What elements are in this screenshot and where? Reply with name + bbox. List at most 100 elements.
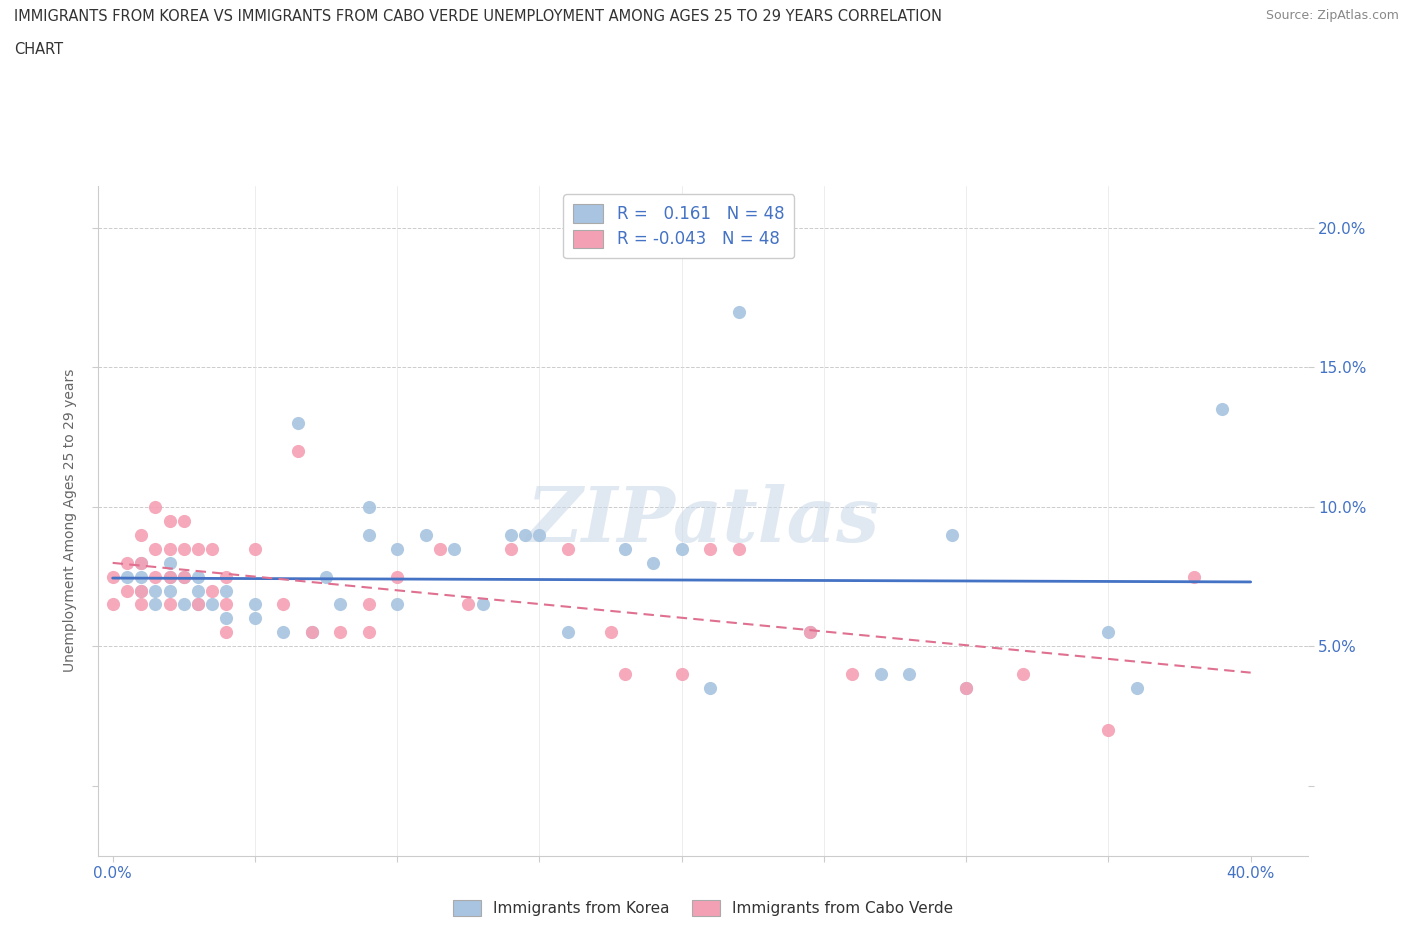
Point: [1126, 681, 1149, 696]
Point: [613, 667, 636, 682]
Point: [869, 667, 891, 682]
Point: [159, 583, 181, 598]
Text: CHART: CHART: [14, 42, 63, 57]
Point: [215, 625, 238, 640]
Point: [727, 304, 749, 319]
Point: [301, 625, 323, 640]
Point: [1097, 625, 1119, 640]
Point: [129, 555, 152, 570]
Point: [357, 597, 380, 612]
Point: [471, 597, 494, 612]
Point: [243, 541, 266, 556]
Point: [173, 513, 195, 528]
Point: [115, 569, 138, 584]
Point: [329, 597, 352, 612]
Point: [201, 583, 224, 598]
Point: [699, 681, 721, 696]
Point: [187, 597, 209, 612]
Point: [1012, 667, 1035, 682]
Point: [159, 597, 181, 612]
Point: [215, 583, 238, 598]
Point: [357, 527, 380, 542]
Point: [215, 611, 238, 626]
Point: [955, 681, 977, 696]
Point: [129, 527, 152, 542]
Point: [215, 569, 238, 584]
Point: [243, 611, 266, 626]
Legend: Immigrants from Korea, Immigrants from Cabo Verde: Immigrants from Korea, Immigrants from C…: [447, 894, 959, 923]
Point: [499, 527, 522, 542]
Point: [129, 583, 152, 598]
Point: [143, 583, 166, 598]
Point: [671, 541, 693, 556]
Point: [429, 541, 451, 556]
Point: [159, 569, 181, 584]
Point: [941, 527, 963, 542]
Point: [955, 681, 977, 696]
Point: [457, 597, 479, 612]
Point: [357, 625, 380, 640]
Point: [287, 416, 309, 431]
Point: [187, 541, 209, 556]
Point: [799, 625, 821, 640]
Point: [143, 541, 166, 556]
Point: [129, 569, 152, 584]
Text: Source: ZipAtlas.com: Source: ZipAtlas.com: [1265, 9, 1399, 22]
Point: [129, 555, 152, 570]
Point: [643, 555, 665, 570]
Text: ZIPatlas: ZIPatlas: [526, 484, 880, 558]
Point: [173, 569, 195, 584]
Point: [187, 583, 209, 598]
Point: [515, 527, 537, 542]
Point: [201, 541, 224, 556]
Point: [143, 597, 166, 612]
Point: [443, 541, 465, 556]
Point: [159, 513, 181, 528]
Point: [529, 527, 551, 542]
Point: [385, 597, 408, 612]
Point: [671, 667, 693, 682]
Point: [557, 541, 579, 556]
Point: [699, 541, 721, 556]
Point: [599, 625, 621, 640]
Point: [159, 541, 181, 556]
Point: [287, 444, 309, 458]
Text: IMMIGRANTS FROM KOREA VS IMMIGRANTS FROM CABO VERDE UNEMPLOYMENT AMONG AGES 25 T: IMMIGRANTS FROM KOREA VS IMMIGRANTS FROM…: [14, 9, 942, 24]
Point: [557, 625, 579, 640]
Point: [201, 597, 224, 612]
Point: [243, 597, 266, 612]
Point: [129, 583, 152, 598]
Point: [101, 569, 124, 584]
Point: [273, 597, 295, 612]
Point: [385, 541, 408, 556]
Point: [1097, 723, 1119, 737]
Point: [841, 667, 863, 682]
Point: [1211, 402, 1233, 417]
Point: [301, 625, 323, 640]
Point: [727, 541, 749, 556]
Point: [613, 541, 636, 556]
Point: [115, 583, 138, 598]
Legend: R =   0.161   N = 48, R = -0.043   N = 48: R = 0.161 N = 48, R = -0.043 N = 48: [564, 194, 794, 259]
Point: [129, 597, 152, 612]
Point: [329, 625, 352, 640]
Point: [385, 569, 408, 584]
Point: [273, 625, 295, 640]
Point: [173, 569, 195, 584]
Point: [159, 555, 181, 570]
Point: [315, 569, 337, 584]
Point: [159, 569, 181, 584]
Point: [1182, 569, 1205, 584]
Point: [187, 597, 209, 612]
Point: [143, 569, 166, 584]
Point: [173, 541, 195, 556]
Point: [215, 597, 238, 612]
Point: [357, 499, 380, 514]
Point: [898, 667, 921, 682]
Y-axis label: Unemployment Among Ages 25 to 29 years: Unemployment Among Ages 25 to 29 years: [63, 369, 77, 672]
Point: [115, 555, 138, 570]
Point: [101, 597, 124, 612]
Point: [187, 569, 209, 584]
Point: [173, 597, 195, 612]
Point: [799, 625, 821, 640]
